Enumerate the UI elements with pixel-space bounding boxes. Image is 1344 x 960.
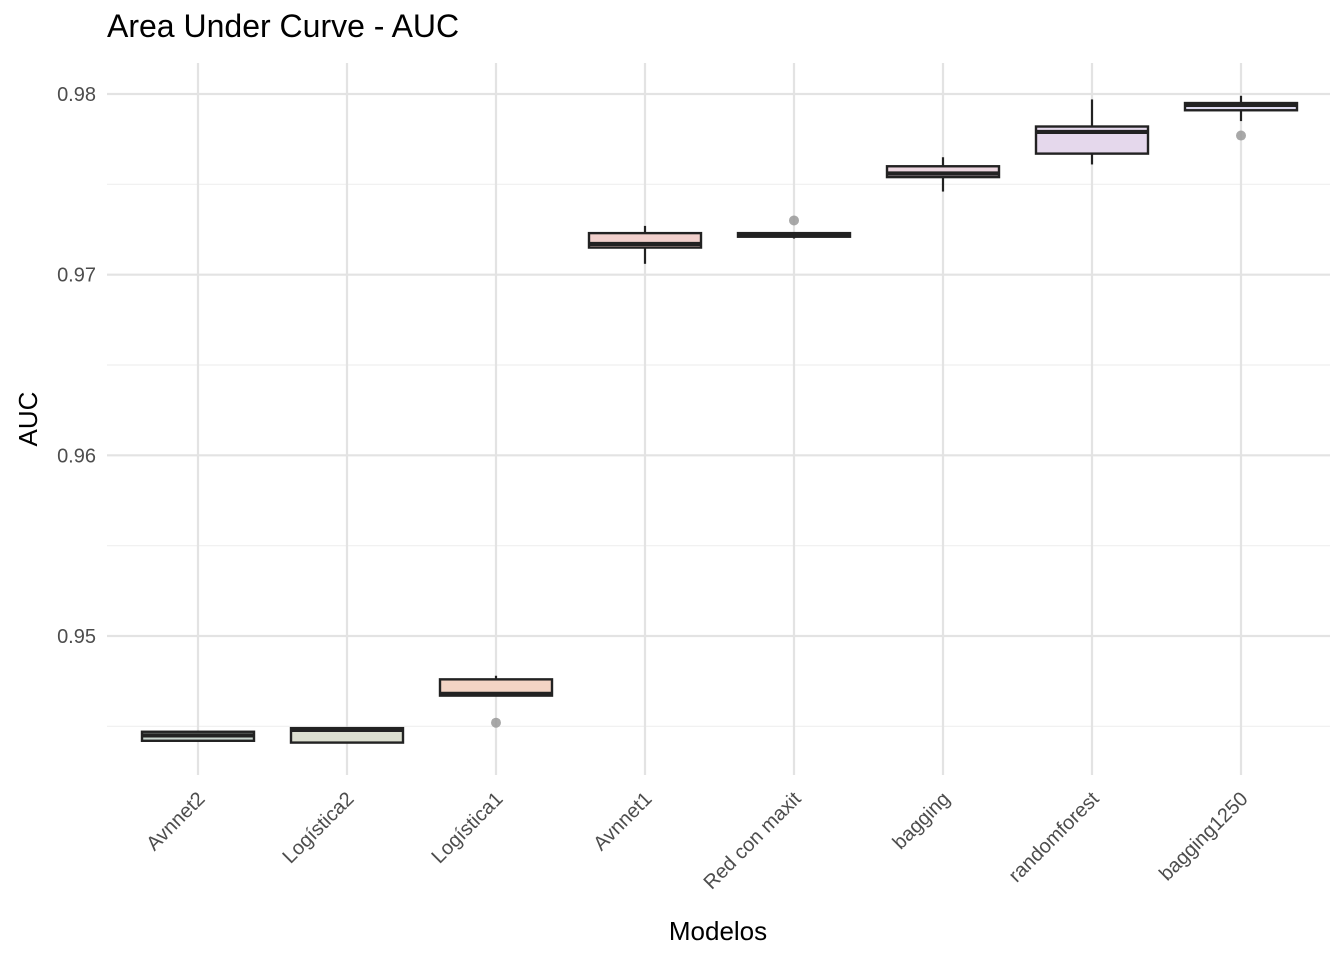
outlier-point [1236,130,1246,141]
x-tick-label: Logística1 [428,788,508,868]
box-6 [1034,99,1150,165]
box-7 [1183,95,1299,141]
y-axis-title: AUC [13,392,43,447]
y-tick-label: 0.97 [57,265,96,287]
y-tick-label: 0.95 [57,626,96,648]
x-axis-ticks: Avnnet2 Logística2 Logística1 Avnnet1 Red co… [142,788,1252,894]
x-tick-label: Logística2 [279,788,359,868]
box-1 [289,726,405,744]
box-3 [587,225,703,264]
box-4 [736,215,852,239]
x-tick-label: Avnnet2 [142,788,209,855]
chart-title: Area Under Curve - AUC [107,8,460,44]
outlier-point [491,717,501,728]
x-tick-label: Avnnet1 [589,788,656,855]
x-tick-label: bagging [889,788,955,854]
outlier-point [789,215,799,226]
y-axis-ticks: 0.95 0.96 0.97 0.98 [57,84,96,648]
box-5 [885,157,1001,192]
y-tick-label: 0.98 [57,84,96,106]
x-axis-title: Modelos [669,916,767,946]
y-tick-label: 0.96 [57,445,96,467]
box-2 [438,675,554,728]
x-tick-label: Red con maxit [700,788,806,894]
x-tick-label: randomforest [1005,788,1104,887]
grid-lines [107,63,1330,775]
boxes [140,95,1299,744]
box-0 [140,730,256,742]
x-tick-label: bagging1250 [1155,788,1252,885]
